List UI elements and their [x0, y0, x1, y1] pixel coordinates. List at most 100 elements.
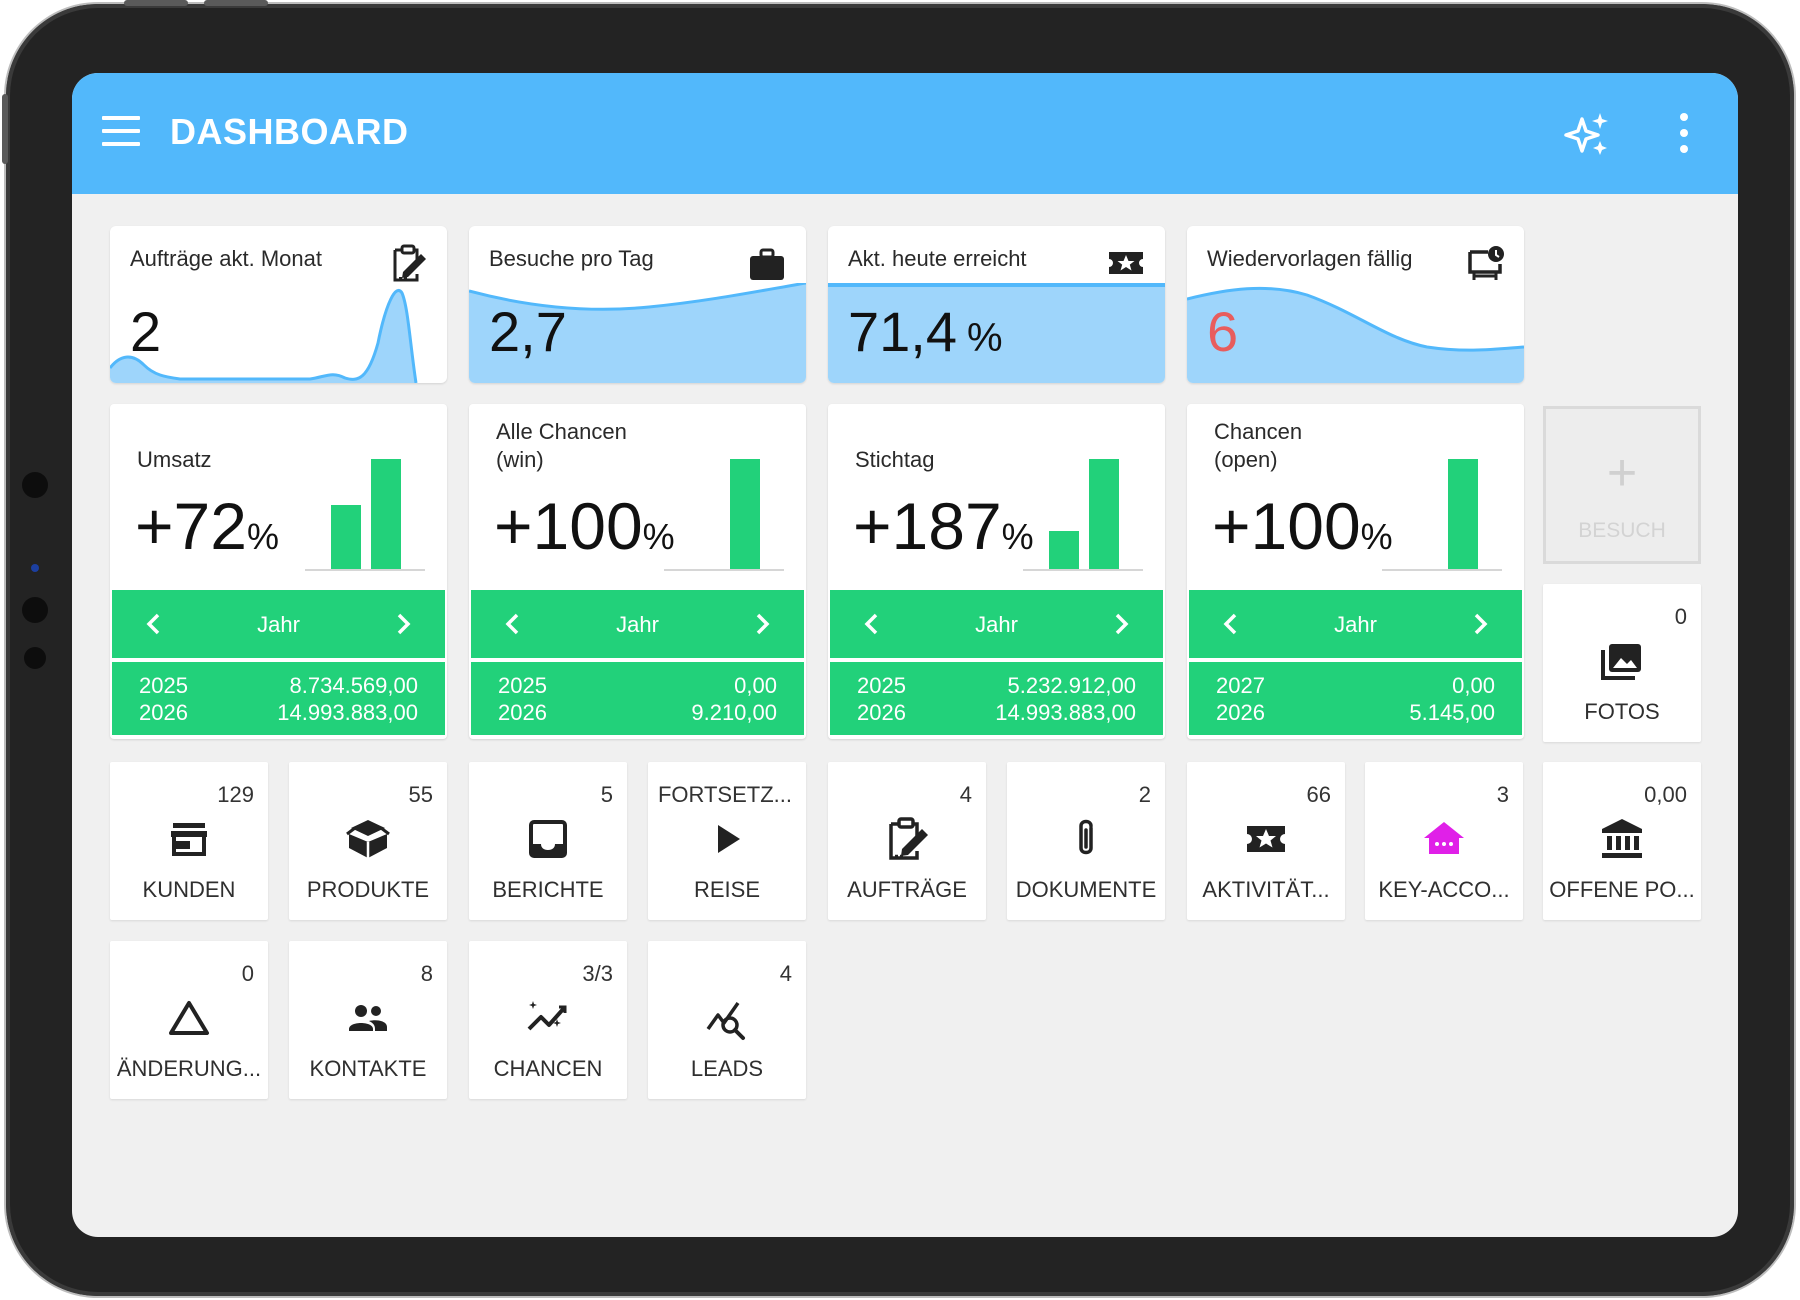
trend-row: 2026 14.993.883,00 [139, 700, 418, 725]
chevron-right-icon[interactable] [389, 609, 417, 639]
chevron-left-icon[interactable] [140, 609, 168, 639]
tile-leads[interactable]: 4 LEADS [648, 941, 806, 1099]
chevron-left-icon[interactable] [1217, 609, 1245, 639]
trend-card-all-opportunities-win[interactable]: Alle Chancen (win) +100% Jahr 2025 0,00 20… [469, 404, 806, 739]
add-visit-button[interactable]: + BESUCH [1543, 406, 1701, 564]
app-screen: DASHBOARD Aufträge akt. Monat [72, 73, 1738, 1237]
chevron-right-icon[interactable] [748, 609, 776, 639]
key-account-house-icon [1424, 822, 1464, 854]
tile-documents[interactable]: 2 DOKUMENTE [1007, 762, 1165, 920]
trend-row: 2025 5.232.912,00 [857, 673, 1136, 698]
trend-row: 2026 9.210,00 [498, 700, 777, 725]
trend-values: 2027 0,00 2026 5.145,00 [1189, 662, 1522, 735]
kpi-card-orders-month[interactable]: Aufträge akt. Monat 2 [110, 226, 447, 383]
add-visit-label: BESUCH [1578, 519, 1666, 542]
tile-label: PRODUKTE [306, 877, 430, 902]
trend-label: Alle Chancen (win) [496, 419, 627, 472]
tile-label: KONTAKTE [309, 1056, 427, 1081]
kpi-label: Aufträge akt. Monat [130, 246, 322, 271]
tile-count: 0,00 [1644, 782, 1687, 807]
tile-customers[interactable]: 129 KUNDEN [110, 762, 268, 920]
period-label: Jahr [1334, 612, 1377, 637]
chevron-left-icon[interactable] [499, 609, 527, 639]
kpi-value: 71,4% [848, 300, 1003, 363]
trend-bar-previous [331, 505, 361, 569]
plus-icon: + [1606, 444, 1638, 502]
sparkle-icon[interactable] [1562, 111, 1612, 157]
tile-count: 66 [1306, 782, 1331, 807]
query-stats-icon [706, 1001, 745, 1040]
trend-value: +187% [853, 489, 1034, 563]
kpi-sparkline [469, 283, 806, 383]
tile-count: 0 [241, 961, 254, 986]
tile-label: KEY-ACCO... [1378, 877, 1510, 902]
tile-contacts[interactable]: 8 KONTAKTE [289, 941, 447, 1099]
chevron-right-icon[interactable] [1466, 609, 1494, 639]
tile-activities[interactable]: 66 AKTIVITÄT... [1187, 762, 1345, 920]
kpi-value: 6 [1207, 300, 1239, 363]
photo-library-icon [1601, 644, 1641, 680]
assignment-edit-icon [889, 817, 928, 860]
trend-value: +100% [494, 489, 675, 563]
people-icon [349, 1005, 387, 1031]
tile-label: FOTOS [1584, 699, 1660, 724]
tile-photos[interactable]: 0 FOTOS [1543, 584, 1701, 742]
tile-count: 3 [1496, 782, 1509, 807]
tile-reports[interactable]: 5 BERICHTE [469, 762, 627, 920]
period-label: Jahr [616, 612, 659, 637]
camera-dot [22, 472, 48, 498]
kpi-sparkline [828, 283, 1165, 383]
power-button [2, 94, 8, 164]
trend-card-opportunities-open[interactable]: Chancen (open) +100% Jahr 2027 0,00 2026 5.… [1187, 404, 1524, 739]
kpi-label: Besuche pro Tag [489, 246, 654, 271]
tile-count: 4 [779, 961, 792, 986]
tile-products[interactable]: 55 PRODUKTE [289, 762, 447, 920]
trending-icon [527, 1001, 567, 1031]
play-icon [718, 825, 740, 853]
tile-count: 2 [1138, 782, 1151, 807]
kpi-label: Akt. heute erreicht [848, 246, 1027, 271]
tile-count: FORTSETZ... [657, 782, 792, 807]
more-vert-icon[interactable] [1678, 113, 1690, 153]
tile-open-items[interactable]: 0,00 OFFENE PO... [1543, 762, 1701, 920]
trend-row: 2025 8.734.569,00 [139, 673, 418, 698]
trend-card-key-date[interactable]: Stichtag +187% Jahr 2025 5.232.912,00 202… [828, 404, 1165, 739]
local-activity-icon [1109, 252, 1143, 274]
tile-label: AUFTRÄGE [847, 877, 967, 902]
trend-card-revenue[interactable]: Umsatz +72% Jahr 2025 8.734.569,00 2026 14… [110, 404, 447, 739]
period-label: Jahr [975, 612, 1018, 637]
tile-label: KUNDEN [142, 877, 236, 902]
tile-trip[interactable]: FORTSETZ... REISE [648, 762, 806, 920]
volume-up-button [124, 0, 188, 6]
trend-bar-previous [1049, 531, 1079, 569]
menu-icon[interactable] [102, 116, 140, 146]
period-switcher: Jahr [112, 590, 445, 658]
trend-chart-baseline [1023, 569, 1143, 571]
chevron-left-icon[interactable] [858, 609, 886, 639]
tile-count: 4 [959, 782, 972, 807]
trend-bar-current [730, 459, 760, 569]
inbox-icon [529, 820, 567, 858]
camera-lens [31, 564, 39, 572]
kpi-value: 2,7 [489, 300, 567, 363]
kpi-card-activity-today[interactable]: Akt. heute erreicht 71,4% [828, 226, 1165, 383]
app-bar: DASHBOARD [72, 73, 1738, 194]
period-switcher: Jahr [1189, 590, 1522, 658]
tile-label: CHANCEN [493, 1056, 603, 1081]
trend-label: Stichtag [855, 447, 935, 472]
kpi-card-resubmissions-due[interactable]: Wiedervorlagen fällig 6 [1187, 226, 1524, 383]
bank-icon [1602, 819, 1642, 858]
tile-opportunities[interactable]: 3/3 CHANCEN [469, 941, 627, 1099]
kpi-value: 2 [130, 300, 162, 363]
kpi-card-visits-per-day[interactable]: Besuche pro Tag 2,7 [469, 226, 806, 383]
tile-key-accounts[interactable]: 3 KEY-ACCO... [1365, 762, 1523, 920]
trend-chart-baseline [664, 569, 784, 571]
chevron-right-icon[interactable] [1107, 609, 1135, 639]
tile-label: BERICHTE [492, 877, 604, 902]
trend-row: 2025 0,00 [498, 673, 777, 698]
tile-changes[interactable]: 0 ÄNDERUNG... [110, 941, 268, 1099]
kpi-sparkline [1187, 286, 1524, 383]
trend-value: +100% [1212, 489, 1393, 563]
tile-orders[interactable]: 4 AUFTRÄGE [828, 762, 986, 920]
kpi-label: Wiedervorlagen fällig [1207, 246, 1413, 271]
